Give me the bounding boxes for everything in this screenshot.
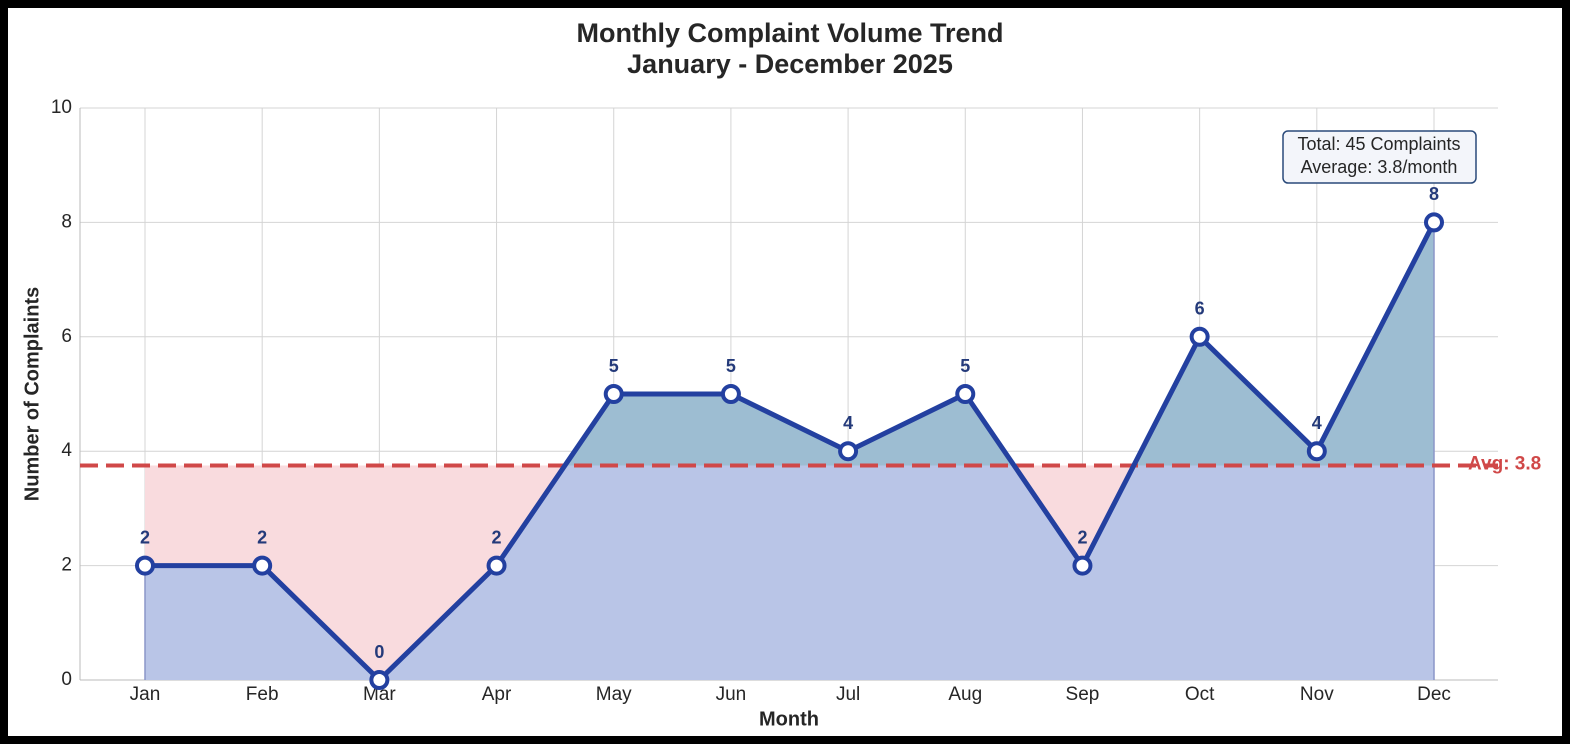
- marker: [1424, 212, 1444, 233]
- x-tick-label: Feb: [246, 684, 279, 705]
- y-axis-label: Number of Complaints: [21, 287, 43, 501]
- x-tick-label: Dec: [1417, 684, 1451, 705]
- annotation-box: [1282, 130, 1477, 184]
- marker: [486, 555, 507, 576]
- marker: [603, 384, 624, 404]
- chart-subtitle: January - December 2025: [627, 49, 953, 79]
- x-tick-label: Apr: [482, 684, 512, 705]
- data-label: 2: [492, 527, 502, 547]
- x-tick-label: Jul: [836, 684, 860, 705]
- y-tick-label: 0: [61, 669, 72, 690]
- marker: [135, 555, 155, 576]
- marker: [1072, 555, 1093, 576]
- line: [145, 221, 1437, 683]
- x-axis-label: Month: [759, 708, 819, 730]
- data-label: 2: [140, 527, 150, 547]
- x-tick-label: Nov: [1300, 684, 1334, 705]
- chart-title: Monthly Complaint Volume Trend: [576, 18, 1003, 48]
- y-tick-label: 2: [61, 555, 72, 576]
- data-label: 8: [1429, 184, 1439, 204]
- x-tick-label: Sep: [1066, 684, 1100, 705]
- y-tick-label: 4: [61, 440, 72, 461]
- x-tick-label: Mar: [363, 684, 396, 705]
- marker: [369, 670, 390, 690]
- marker: [1306, 441, 1327, 462]
- data-label: 5: [960, 356, 970, 376]
- marker: [838, 441, 859, 462]
- y-tick-label: 10: [51, 97, 72, 118]
- x-tick-label: Jan: [130, 684, 161, 705]
- data-label: 2: [257, 527, 267, 547]
- x-tick-label: Aug: [948, 684, 982, 705]
- marker: [1189, 326, 1210, 347]
- data-label: 6: [1195, 299, 1205, 319]
- data-label: 4: [1312, 413, 1322, 433]
- annotation-text: Total: 45 Complaints: [1297, 134, 1460, 154]
- y-tick-label: 8: [61, 211, 72, 232]
- data-label: 5: [609, 356, 619, 376]
- data-label: 5: [726, 356, 736, 376]
- x-tick-label: May: [596, 684, 632, 705]
- marker: [955, 384, 976, 404]
- average-label: Avg: 3.8: [1468, 454, 1541, 475]
- annotation-text: Average: 3.8/month: [1301, 157, 1458, 177]
- above-avg-fill: [564, 222, 1434, 466]
- x-tick-label: Oct: [1185, 684, 1215, 705]
- y-tick-label: 6: [61, 326, 72, 347]
- data-label: 4: [843, 413, 853, 433]
- marker: [252, 555, 273, 576]
- data-label: 0: [374, 642, 384, 662]
- data-label: 2: [1077, 527, 1087, 547]
- x-tick-label: Jun: [716, 684, 747, 705]
- marker: [720, 384, 741, 404]
